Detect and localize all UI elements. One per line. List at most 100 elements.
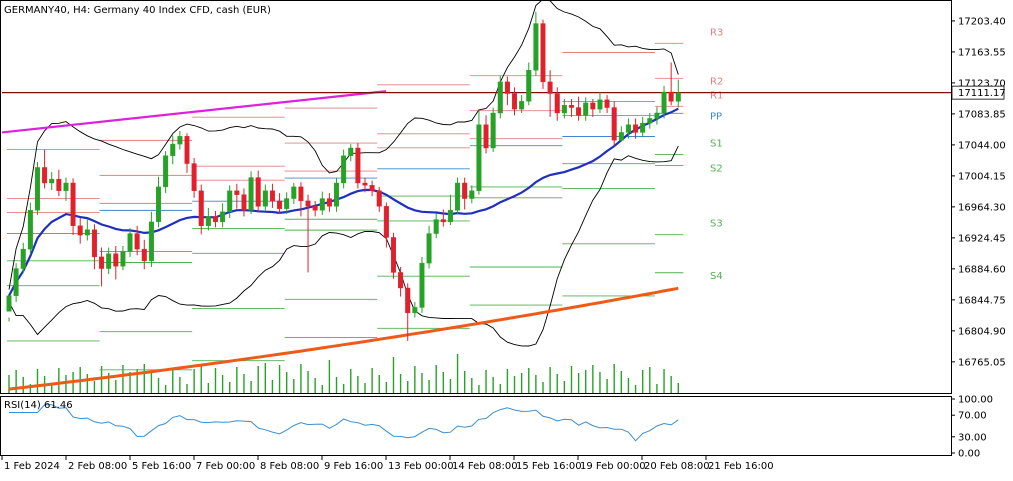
candle <box>284 192 290 215</box>
candle <box>341 149 347 189</box>
pivot-label-s3: S3 <box>710 219 723 230</box>
trend-line <box>1 90 387 134</box>
x-tick-label: 20 Feb 08:00 <box>644 461 710 472</box>
candle-body <box>519 101 525 110</box>
candle-body <box>227 190 233 212</box>
candle-body <box>597 99 603 110</box>
candle <box>398 267 404 297</box>
candle-body <box>6 295 12 312</box>
y-tick-label: 17163.55 <box>958 47 1006 58</box>
candle <box>184 133 190 173</box>
candle-body <box>99 256 105 269</box>
candle-body <box>618 132 624 141</box>
candle-body <box>120 251 126 267</box>
candle-body <box>568 105 574 108</box>
candle-body <box>49 178 55 184</box>
candle-body <box>419 262 425 308</box>
rsi-tick-label: 30.00 <box>958 432 987 443</box>
candle-body <box>312 206 318 211</box>
y-tick-label: 16884.60 <box>958 264 1006 275</box>
candle-body <box>533 23 539 71</box>
candle-body <box>241 194 247 211</box>
candle-body <box>198 190 204 226</box>
rsi-panel-frame <box>0 396 952 456</box>
candle <box>455 177 461 215</box>
candle <box>227 185 233 218</box>
x-tick-label: 7 Feb 00:00 <box>196 461 255 472</box>
candle <box>469 185 475 204</box>
candle <box>355 143 361 189</box>
candle-body <box>647 118 653 124</box>
candle <box>476 109 482 195</box>
candle-body <box>170 143 176 156</box>
candle-body <box>526 70 532 102</box>
candle-body <box>504 81 510 94</box>
candle <box>34 162 40 215</box>
candle-body <box>633 124 639 133</box>
candle <box>675 79 681 108</box>
candle-body <box>341 155 347 184</box>
candle <box>113 246 119 280</box>
candle-body <box>234 190 240 195</box>
candle-body <box>305 200 311 207</box>
candle <box>583 97 589 121</box>
candle <box>618 126 624 142</box>
candle <box>633 118 639 139</box>
candle <box>554 87 560 121</box>
candle <box>334 178 340 212</box>
candle-body <box>106 253 112 269</box>
candle <box>255 170 261 212</box>
candle <box>540 19 546 89</box>
candle <box>369 180 375 197</box>
candle <box>661 85 667 119</box>
candle-body <box>141 248 147 261</box>
candle-body <box>497 81 503 114</box>
candle-body <box>490 112 496 149</box>
candle-body <box>512 93 518 110</box>
candle <box>248 171 254 215</box>
candle-body <box>426 233 432 264</box>
candle-body <box>27 210 33 250</box>
pivot-label-pp: PP <box>710 111 722 122</box>
pivot-label-s4: S4 <box>710 271 723 282</box>
candle-body <box>348 147 354 156</box>
y-tick-label: 17123.70 <box>958 78 1006 89</box>
candle <box>163 151 169 194</box>
candle <box>170 135 176 165</box>
candle-body <box>156 186 162 223</box>
rsi-label: RSI(14) 61.46 <box>4 400 73 411</box>
candle <box>56 169 62 197</box>
candle <box>220 203 226 228</box>
candle <box>177 130 183 150</box>
candle <box>504 76 510 106</box>
y-tick-label: 16804.90 <box>958 326 1006 337</box>
candle-body <box>440 219 446 223</box>
candle <box>590 99 596 117</box>
rsi-tick-label: 70.00 <box>958 411 987 422</box>
axes: 17203.40 17163.55 17123.70 17083.85 17044.00… <box>1 16 1006 472</box>
candle <box>533 11 539 76</box>
candle-body <box>455 182 461 211</box>
candle <box>269 183 275 208</box>
candle <box>262 184 268 211</box>
candle <box>156 176 162 228</box>
candle <box>433 213 439 239</box>
candle-body <box>576 107 582 116</box>
candle <box>277 193 283 215</box>
candle <box>106 247 112 274</box>
candle-body <box>640 122 646 133</box>
candle <box>27 202 33 255</box>
candle <box>647 113 653 129</box>
candle-body <box>255 177 261 207</box>
candle-body <box>390 237 396 273</box>
candle-body <box>13 268 19 296</box>
candle <box>611 101 617 147</box>
candle <box>519 95 525 113</box>
rsi-tick-label: 0.00 <box>958 449 980 460</box>
x-tick-label: 2 Feb 08:00 <box>68 461 127 472</box>
candles <box>6 11 681 341</box>
pivot-label-s1: S1 <box>710 139 723 150</box>
candle-body <box>91 229 97 258</box>
